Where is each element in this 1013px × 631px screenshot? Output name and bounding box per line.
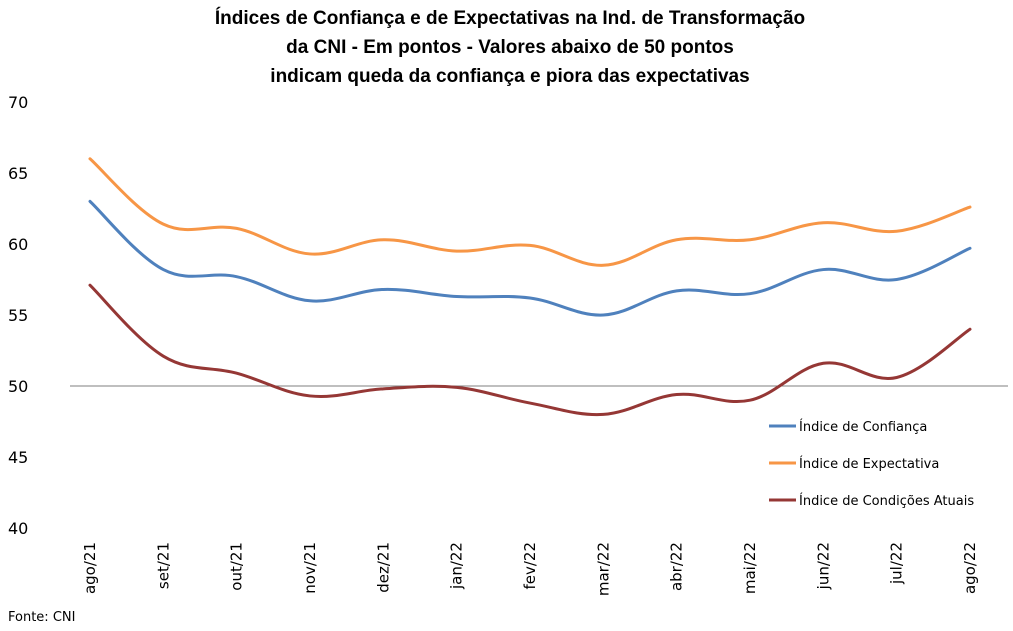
x-tick-label: jan/22 — [448, 542, 466, 590]
x-tick-label: abr/22 — [668, 542, 686, 591]
y-tick-label: 55 — [8, 306, 28, 325]
x-tick-label: dez/21 — [374, 542, 392, 593]
legend-label: Índice de Condições Atuais — [799, 493, 974, 509]
x-tick-label: mar/22 — [594, 542, 612, 596]
x-axis-ticks: ago/21 set/21 out/21 nov/21 dez/21 jan/22 fev/… — [81, 542, 979, 596]
chart-title-line-2: da CNI - Em pontos - Valores abaixo de 5… — [286, 37, 734, 58]
series-lines — [88, 157, 972, 417]
y-tick-label: 50 — [8, 377, 28, 396]
legend-label: Índice de Confiança — [799, 419, 927, 435]
x-tick-label: mai/22 — [741, 542, 759, 594]
x-tick-label: nov/21 — [301, 542, 319, 594]
source-note: Fonte: CNI — [8, 610, 76, 625]
y-tick-label: 45 — [8, 448, 28, 467]
x-tick-label: fev/22 — [521, 542, 539, 590]
series-line-3 — [88, 283, 972, 417]
y-tick-label: 70 — [8, 93, 28, 112]
y-axis-ticks: 40 45 50 55 60 65 70 — [8, 93, 28, 538]
chart-title: Índices de Confiança e de Expectativas n… — [150, 4, 870, 91]
legend: Índice de Confiança Índice de Expectativa… — [769, 419, 974, 509]
chart-title-line-3: indicam queda da confiança e piora das e… — [270, 66, 750, 87]
chart-title-line-1: Índices de Confiança e de Expectativas n… — [214, 8, 806, 29]
y-tick-label: 40 — [8, 519, 28, 538]
y-tick-label: 65 — [8, 164, 28, 183]
y-tick-label: 60 — [8, 235, 28, 254]
x-tick-label: jun/22 — [814, 542, 832, 590]
series-line-2 — [88, 157, 972, 267]
x-tick-label: ago/21 — [81, 542, 99, 594]
x-tick-label: set/21 — [154, 542, 172, 589]
x-tick-label: jul/22 — [888, 542, 906, 585]
legend-label: Índice de Expectativa — [799, 456, 939, 472]
x-tick-label: out/21 — [228, 542, 246, 591]
x-tick-label: ago/22 — [961, 542, 979, 594]
